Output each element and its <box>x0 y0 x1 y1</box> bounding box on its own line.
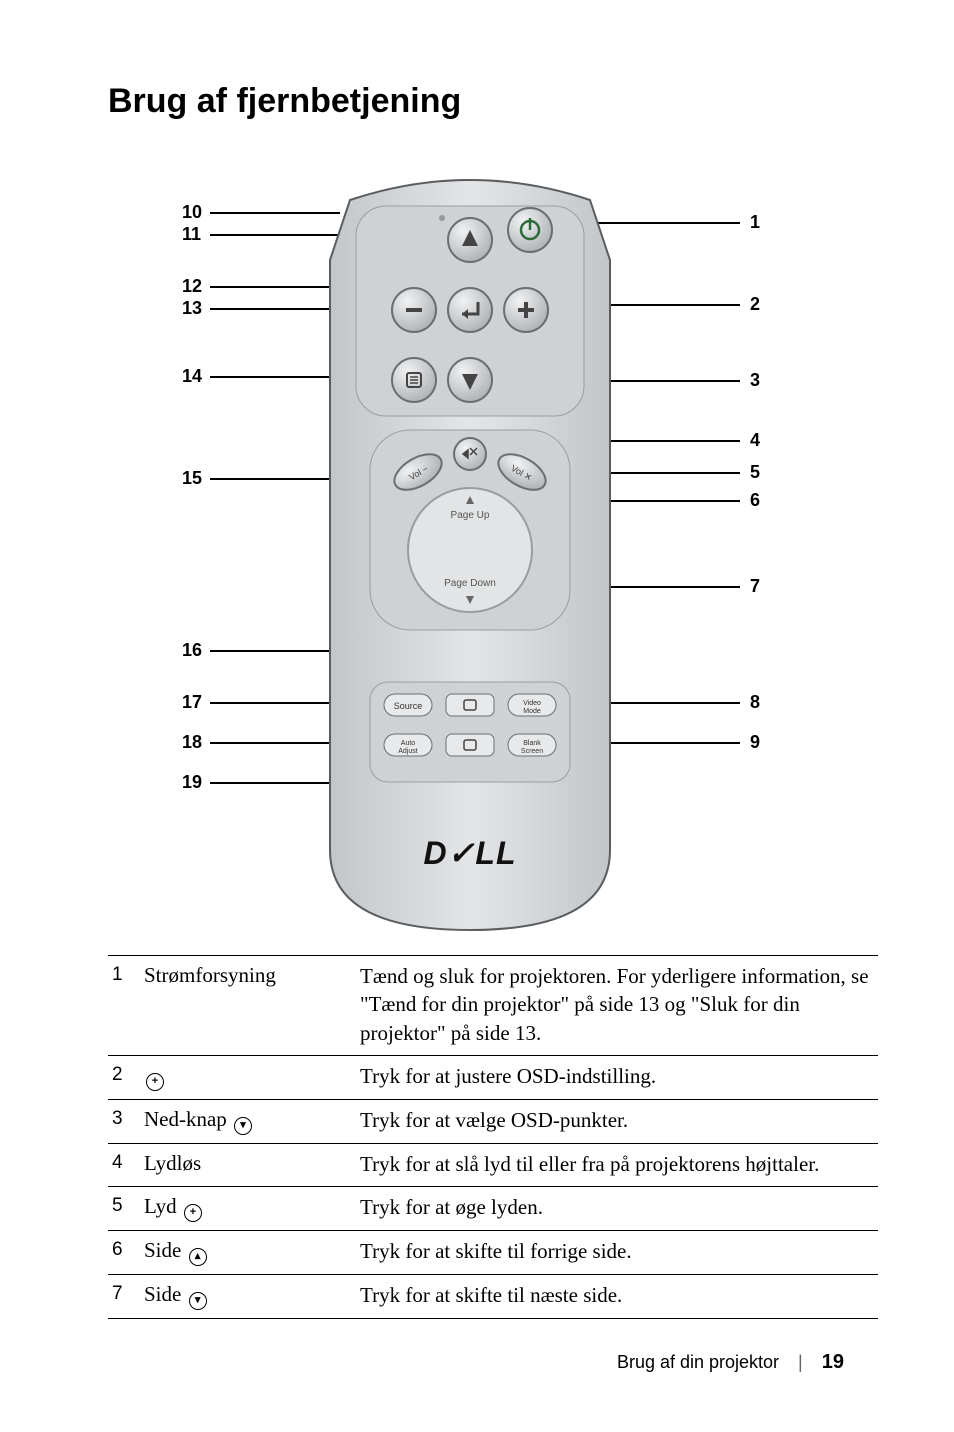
callout-label-2: 2 <box>750 294 760 315</box>
svg-text:Source: Source <box>394 701 423 711</box>
row-description: Tænd og sluk for projektoren. For yderli… <box>360 962 878 1047</box>
svg-text:Screen: Screen <box>521 748 543 755</box>
row-description: Tryk for at justere OSD-indstilling. <box>360 1062 878 1090</box>
callout-table: 1StrømforsyningTænd og sluk for projekto… <box>108 955 878 1319</box>
row-label: Side ▴ <box>144 1237 360 1266</box>
svg-text:D✓LL: D✓LL <box>423 835 516 871</box>
footer-divider: | <box>798 1352 803 1372</box>
table-row: 7Side ▾Tryk for at skifte til næste side… <box>108 1274 878 1319</box>
row-icon: + <box>184 1204 202 1222</box>
svg-text:Blank: Blank <box>523 740 541 747</box>
callout-label-5: 5 <box>750 462 760 483</box>
callout-label-13: 13 <box>182 298 202 319</box>
row-description: Tryk for at skifte til næste side. <box>360 1281 878 1309</box>
row-label: Lyd + <box>144 1193 360 1222</box>
callout-label-17: 17 <box>182 692 202 713</box>
svg-text:Page Down: Page Down <box>444 578 496 589</box>
row-description: Tryk for at slå lyd til eller fra på pro… <box>360 1150 878 1178</box>
callout-label-4: 4 <box>750 430 760 451</box>
callout-label-18: 18 <box>182 732 202 753</box>
svg-text:Auto: Auto <box>401 740 416 747</box>
row-description: Tryk for at øge lyden. <box>360 1193 878 1221</box>
row-label: Strømforsyning <box>144 962 360 988</box>
callout-label-14: 14 <box>182 366 202 387</box>
row-number: 7 <box>108 1281 144 1305</box>
row-number: 1 <box>108 962 144 986</box>
callout-label-15: 15 <box>182 468 202 489</box>
table-row: 2+ Tryk for at justere OSD-indstilling. <box>108 1055 878 1099</box>
callout-label-3: 3 <box>750 370 760 391</box>
callout-label-19: 19 <box>182 772 202 793</box>
callout-label-12: 12 <box>182 276 202 297</box>
table-row: 1StrømforsyningTænd og sluk for projekto… <box>108 955 878 1055</box>
svg-text:Video: Video <box>523 700 541 707</box>
footer-text: Brug af din projektor <box>617 1352 779 1372</box>
table-row: 5Lyd +Tryk for at øge lyden. <box>108 1186 878 1230</box>
table-row: 4LydløsTryk for at slå lyd til eller fra… <box>108 1143 878 1186</box>
row-icon: ▾ <box>234 1117 252 1135</box>
callout-label-1: 1 <box>750 212 760 233</box>
row-description: Tryk for at vælge OSD-punkter. <box>360 1106 878 1134</box>
row-icon: + <box>146 1073 164 1091</box>
page-number: 19 <box>822 1351 844 1373</box>
row-number: 6 <box>108 1237 144 1261</box>
callout-label-9: 9 <box>750 732 760 753</box>
callout-label-10: 10 <box>182 202 202 223</box>
row-number: 4 <box>108 1150 144 1174</box>
row-number: 5 <box>108 1193 144 1217</box>
callout-label-7: 7 <box>750 576 760 597</box>
svg-text:Adjust: Adjust <box>398 748 418 755</box>
callout-label-16: 16 <box>182 640 202 661</box>
row-icon: ▾ <box>189 1292 207 1310</box>
callout-label-8: 8 <box>750 692 760 713</box>
row-label: Lydløs <box>144 1150 360 1176</box>
row-number: 3 <box>108 1106 144 1130</box>
page-footer: Brug af din projektor | 19 <box>617 1351 844 1374</box>
remote-control-illustration: Vol − Vol ✕ Page Up Page Down Source Vid… <box>310 170 630 940</box>
callout-label-11: 11 <box>182 224 201 245</box>
svg-text:Page Up: Page Up <box>451 510 490 521</box>
row-description: Tryk for at skifte til forrige side. <box>360 1237 878 1265</box>
callout-label-6: 6 <box>750 490 760 511</box>
row-number: 2 <box>108 1062 144 1086</box>
row-label: + <box>144 1062 360 1091</box>
table-row: 6Side ▴Tryk for at skifte til forrige si… <box>108 1230 878 1274</box>
remote-diagram: 10111213141516171819 123456789 <box>190 170 790 940</box>
row-label: Side ▾ <box>144 1281 360 1310</box>
row-label: Ned-knap ▾ <box>144 1106 360 1135</box>
table-row: 3Ned-knap ▾Tryk for at vælge OSD-punkter… <box>108 1099 878 1143</box>
row-icon: ▴ <box>189 1248 207 1266</box>
svg-text:Mode: Mode <box>523 708 541 715</box>
page-title: Brug af fjernbetjening <box>108 82 461 121</box>
